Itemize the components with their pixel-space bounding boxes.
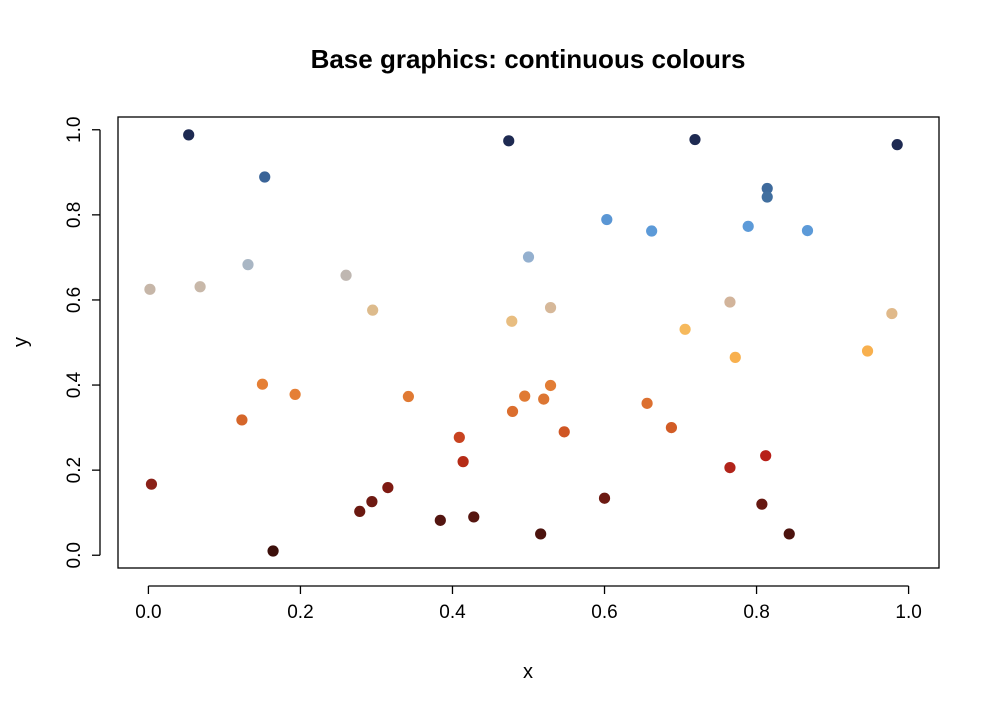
data-point xyxy=(601,213,613,226)
data-point xyxy=(144,283,156,295)
data-point xyxy=(453,431,465,443)
data-point xyxy=(641,397,653,409)
data-point xyxy=(367,304,379,316)
x-tick-label: 1.0 xyxy=(895,602,921,623)
y-tick-label: 0.0 xyxy=(64,542,85,568)
y-tick-label: 0.2 xyxy=(64,457,85,483)
data-point xyxy=(194,281,206,293)
x-tick-label: 0.2 xyxy=(287,602,313,623)
data-point xyxy=(742,220,754,232)
data-point xyxy=(886,307,898,320)
data-point xyxy=(801,225,814,237)
data-point xyxy=(340,269,352,281)
data-point xyxy=(236,414,248,426)
data-point xyxy=(503,135,515,147)
data-point xyxy=(544,379,557,392)
data-point xyxy=(468,511,480,523)
x-axis-label: x xyxy=(523,661,533,683)
data-point xyxy=(760,450,772,462)
data-point xyxy=(724,296,736,308)
data-point xyxy=(457,456,469,468)
data-point xyxy=(544,302,557,314)
y-axis: 0.0 0.2 0.4 0.6 0.8 1.0 xyxy=(64,117,101,568)
x-tick-label: 0.8 xyxy=(743,602,769,623)
data-point xyxy=(679,323,691,335)
data-point xyxy=(145,478,158,490)
plot-area xyxy=(117,116,940,569)
y-tick-label: 0.4 xyxy=(64,371,85,398)
data-point xyxy=(756,498,768,510)
data-point xyxy=(861,345,874,357)
y-tick-label: 0.8 xyxy=(64,202,85,228)
y-tick-label: 0.6 xyxy=(64,287,85,313)
y-tick-label: 1.0 xyxy=(64,117,85,143)
data-point xyxy=(598,492,611,504)
data-point xyxy=(558,426,570,438)
data-point xyxy=(689,133,701,146)
x-tick-label: 0.4 xyxy=(439,602,466,623)
chart-title: Base graphics: continuous colours xyxy=(311,44,746,74)
data-point xyxy=(761,191,773,203)
data-point xyxy=(183,129,195,141)
data-point xyxy=(519,390,531,402)
data-point xyxy=(256,378,269,390)
data-point xyxy=(535,528,547,540)
data-point xyxy=(538,393,550,405)
data-point xyxy=(434,514,446,526)
y-axis-label: y xyxy=(10,337,32,347)
x-tick-label: 0.6 xyxy=(591,602,617,623)
data-point xyxy=(402,390,414,403)
data-point xyxy=(665,421,678,434)
data-point xyxy=(289,388,301,401)
data-point xyxy=(354,505,366,518)
data-point xyxy=(259,171,271,183)
x-tick-label: 0.0 xyxy=(135,602,161,623)
data-point xyxy=(506,405,519,418)
data-point xyxy=(646,225,658,237)
data-point xyxy=(891,139,903,151)
data-point xyxy=(242,259,254,271)
data-point xyxy=(382,481,394,494)
data-point xyxy=(506,315,518,327)
x-axis: 0.0 0.2 0.4 0.6 0.8 1.0 xyxy=(135,585,922,623)
points-layer xyxy=(144,129,903,557)
data-point xyxy=(761,182,773,195)
data-point xyxy=(729,351,741,363)
data-point xyxy=(724,461,736,474)
data-point xyxy=(366,496,378,508)
data-point xyxy=(267,545,279,557)
data-point xyxy=(783,528,795,540)
data-point xyxy=(522,251,535,263)
